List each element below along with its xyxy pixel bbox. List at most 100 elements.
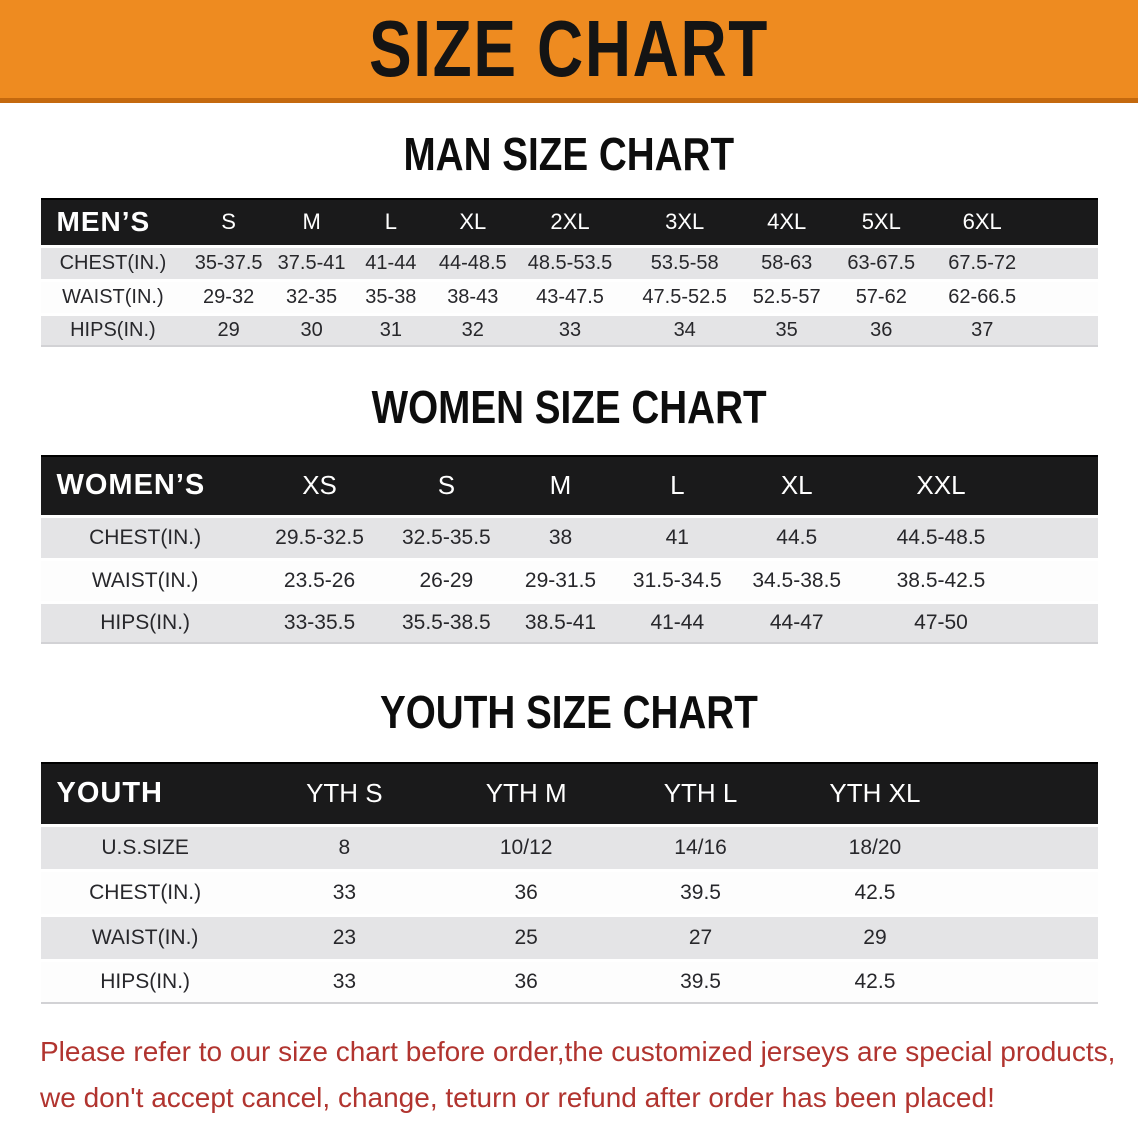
- row-label: WAIST(IN.): [40, 917, 250, 959]
- size-column-header: 5XL: [828, 198, 934, 245]
- size-value: 36: [438, 962, 614, 1004]
- spacer-cell: [1030, 282, 1098, 313]
- size-value: 14/16: [613, 827, 788, 869]
- size-value: 47.5-52.5: [624, 282, 745, 313]
- size-value: 48.5-53.5: [515, 248, 625, 279]
- order-note-line-2: we don't accept cancel, change, teturn o…: [40, 1082, 995, 1113]
- size-column-header: XS: [249, 455, 390, 515]
- section-men-size-chart: MAN SIZE CHART MEN’S S M L XL 2XL 3XL 4XL 5XL 6XL C…: [0, 127, 1138, 350]
- size-table: MEN’S S M L XL 2XL 3XL 4XL 5XL 6XL CHEST(IN.) 35-37…: [40, 195, 1098, 350]
- size-value: 37: [933, 316, 1031, 347]
- size-column-header: YTH L: [613, 762, 788, 824]
- table-row: HIPS(IN.) 33 36 39.5 42.5: [40, 962, 1098, 1004]
- size-table: YOUTH YTH S YTH M YTH L YTH XL U.S.SIZE 8 10/12…: [40, 759, 1098, 1007]
- size-column-header: 4XL: [744, 198, 829, 245]
- size-value: 34.5-38.5: [737, 561, 857, 601]
- size-value: 44-48.5: [430, 248, 516, 279]
- row-label: HIPS(IN.): [40, 316, 186, 347]
- table-corner-label: WOMEN’S: [40, 455, 250, 515]
- size-value: 33: [515, 316, 625, 347]
- table-row: HIPS(IN.) 29 30 31 32 33 34 35 36 37: [40, 316, 1098, 347]
- spacer-cell: [962, 962, 1098, 1004]
- size-value: 35-38: [351, 282, 431, 313]
- spacer-cell: [962, 917, 1098, 959]
- section-heading: WOMEN SIZE CHART: [0, 380, 1138, 434]
- size-value: 41-44: [351, 248, 431, 279]
- size-value: 39.5: [613, 962, 788, 1004]
- size-column-header: YTH S: [249, 762, 439, 824]
- size-value: 29: [185, 316, 272, 347]
- section-heading: YOUTH SIZE CHART: [0, 685, 1138, 739]
- size-value: 42.5: [787, 962, 963, 1004]
- size-charts: MAN SIZE CHART MEN’S S M L XL 2XL 3XL 4XL 5XL 6XL C…: [0, 127, 1138, 1007]
- size-value: 32-35: [271, 282, 352, 313]
- table-row: HIPS(IN.) 33-35.5 35.5-38.5 38.5-41 41-44 44-…: [40, 604, 1098, 644]
- size-value: 44-47: [737, 604, 857, 644]
- size-value: 33: [249, 962, 439, 1004]
- size-value: 36: [828, 316, 934, 347]
- table-header-row: WOMEN’S XS S M L XL XXL: [40, 455, 1098, 515]
- size-value: 62-66.5: [933, 282, 1031, 313]
- spacer-cell: [962, 872, 1098, 914]
- size-value: 31: [351, 316, 431, 347]
- size-column-header: S: [389, 455, 504, 515]
- size-value: 27: [613, 917, 788, 959]
- size-value: 10/12: [438, 827, 614, 869]
- table-row: CHEST(IN.) 29.5-32.5 32.5-35.5 38 41 44.5 44.5…: [40, 518, 1098, 558]
- spacer-cell: [1030, 316, 1098, 347]
- section-heading-text: MAN SIZE CHART: [403, 128, 735, 180]
- row-label: HIPS(IN.): [40, 604, 250, 644]
- size-value: 34: [624, 316, 745, 347]
- table-row: WAIST(IN.) 23.5-26 26-29 29-31.5 31.5-34.5 34…: [40, 561, 1098, 601]
- size-value: 44.5: [737, 518, 857, 558]
- table-header-row: YOUTH YTH S YTH M YTH L YTH XL: [40, 762, 1098, 824]
- size-value: 42.5: [787, 872, 963, 914]
- row-label: U.S.SIZE: [40, 827, 250, 869]
- banner-title: SIZE CHART: [369, 4, 769, 93]
- banner: SIZE CHART: [0, 0, 1138, 103]
- section-women-size-chart: WOMEN SIZE CHART WOMEN’S XS S M L XL XXL CHEST(I…: [0, 380, 1138, 647]
- row-label: WAIST(IN.): [40, 561, 250, 601]
- spacer-cell: [1025, 455, 1098, 515]
- size-column-header: L: [351, 198, 431, 245]
- row-label: WAIST(IN.): [40, 282, 186, 313]
- table-row: U.S.SIZE 8 10/12 14/16 18/20: [40, 827, 1098, 869]
- size-column-header: S: [185, 198, 272, 245]
- size-column-header: 6XL: [933, 198, 1031, 245]
- size-value: 38.5-41: [503, 604, 618, 644]
- size-value: 47-50: [856, 604, 1026, 644]
- table-row: CHEST(IN.) 35-37.5 37.5-41 41-44 44-48.5 48.5…: [40, 248, 1098, 279]
- size-value: 31.5-34.5: [617, 561, 738, 601]
- size-value: 43-47.5: [515, 282, 625, 313]
- size-value: 35-37.5: [185, 248, 272, 279]
- section-heading: MAN SIZE CHART: [0, 127, 1138, 181]
- size-value: 35.5-38.5: [389, 604, 504, 644]
- size-value: 35: [744, 316, 829, 347]
- row-label: CHEST(IN.): [40, 248, 186, 279]
- size-value: 29-31.5: [503, 561, 618, 601]
- table-row: WAIST(IN.) 23 25 27 29: [40, 917, 1098, 959]
- row-label: HIPS(IN.): [40, 962, 250, 1004]
- table-corner-label: MEN’S: [40, 198, 186, 245]
- spacer-cell: [1030, 198, 1098, 245]
- spacer-cell: [962, 762, 1098, 824]
- size-value: 39.5: [613, 872, 788, 914]
- size-value: 33-35.5: [249, 604, 390, 644]
- row-label: CHEST(IN.): [40, 518, 250, 558]
- size-value: 41: [617, 518, 738, 558]
- size-value: 30: [271, 316, 352, 347]
- spacer-cell: [1025, 518, 1098, 558]
- size-column-header: XXL: [856, 455, 1026, 515]
- size-column-header: YTH M: [438, 762, 614, 824]
- size-value: 38-43: [430, 282, 516, 313]
- row-label: CHEST(IN.): [40, 872, 250, 914]
- spacer-cell: [962, 827, 1098, 869]
- spacer-cell: [1025, 561, 1098, 601]
- section-youth-size-chart: YOUTH SIZE CHART YOUTH YTH S YTH M YTH L YTH …: [0, 685, 1138, 1007]
- size-value: 8: [249, 827, 439, 869]
- size-value: 32.5-35.5: [389, 518, 504, 558]
- size-value: 26-29: [389, 561, 504, 601]
- size-value: 53.5-58: [624, 248, 745, 279]
- size-value: 36: [438, 872, 614, 914]
- size-column-header: L: [617, 455, 738, 515]
